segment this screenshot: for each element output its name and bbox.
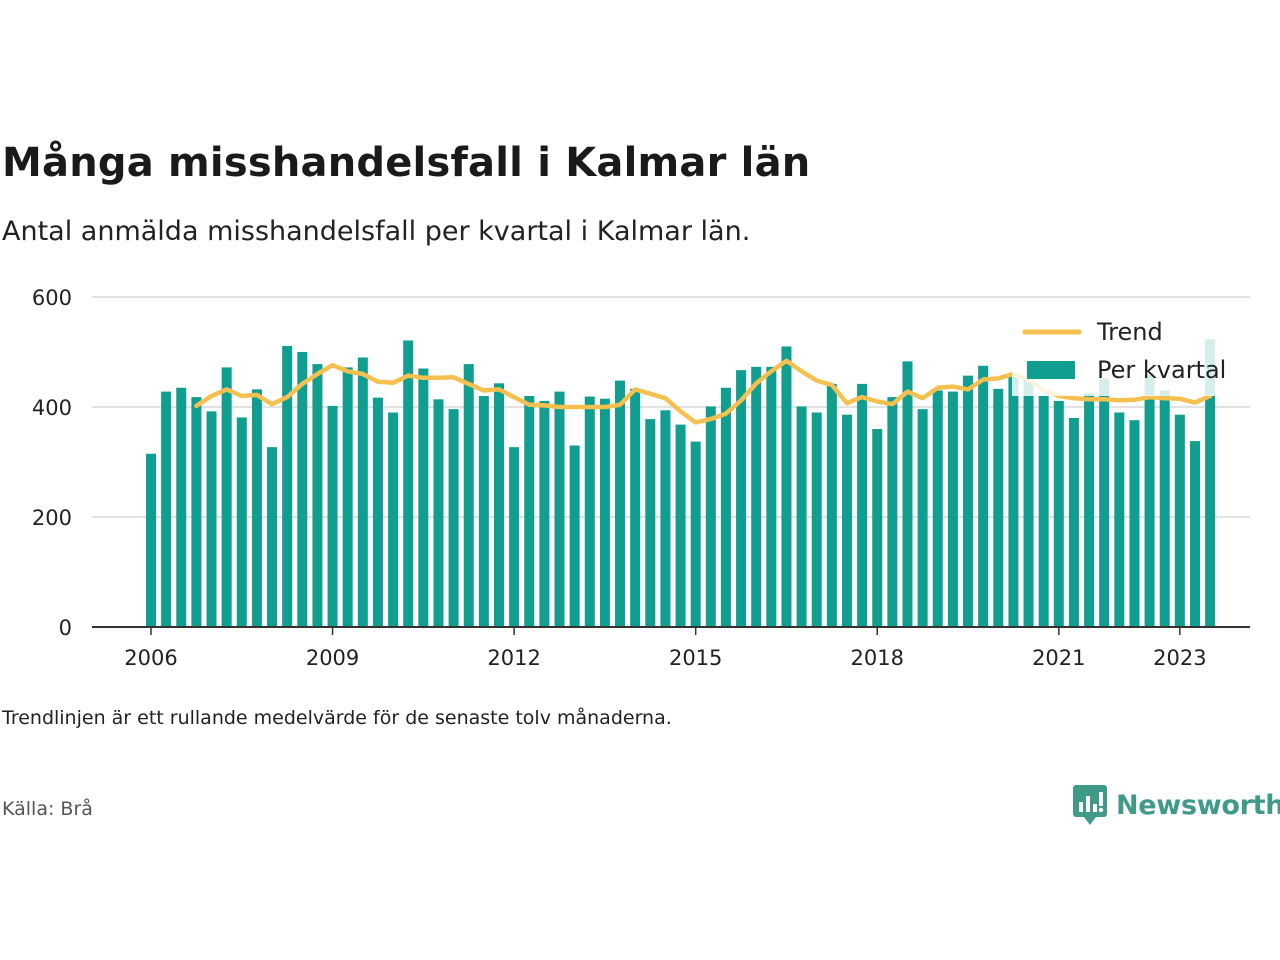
bar (963, 375, 974, 627)
x-tick-label: 2023 (1153, 646, 1206, 670)
bar (887, 397, 898, 627)
bar (1053, 400, 1064, 627)
bar (690, 441, 701, 627)
x-tick-label: 2012 (487, 646, 540, 670)
bar (720, 387, 731, 627)
bar (826, 383, 837, 627)
bar (509, 447, 520, 627)
bars (146, 339, 1216, 627)
bar (1099, 378, 1110, 627)
bar (554, 391, 565, 627)
bar (751, 366, 762, 627)
legend-background (1012, 314, 1236, 396)
bar (872, 429, 883, 627)
bar (645, 419, 656, 627)
x-tick-label: 2015 (669, 646, 722, 670)
bar (615, 380, 626, 627)
x-tick-label: 2006 (124, 646, 177, 670)
bar (493, 383, 504, 627)
bar (403, 340, 414, 627)
chart-note: Trendlinjen är ett rullande medelvärde f… (2, 707, 672, 729)
bar (282, 345, 293, 627)
bar (342, 367, 353, 627)
bar (569, 445, 580, 627)
bar (766, 366, 777, 627)
bar (660, 410, 671, 627)
bar (811, 412, 822, 627)
bar (599, 398, 610, 627)
bar (781, 346, 792, 627)
bar (433, 399, 444, 627)
bar (1205, 339, 1216, 627)
bar (388, 412, 399, 627)
y-tick-label: 400 (32, 396, 72, 420)
bar (705, 406, 716, 627)
bar (736, 370, 747, 627)
x-tick-label: 2021 (1032, 646, 1085, 670)
legend-label: Trend (1096, 318, 1163, 346)
bar (1159, 390, 1170, 627)
bar (917, 409, 928, 627)
bar (1084, 393, 1095, 627)
bar (418, 368, 429, 627)
bar (1174, 414, 1185, 627)
bar (236, 417, 247, 627)
bar (1008, 374, 1019, 627)
bar (978, 365, 989, 627)
bar (297, 352, 308, 627)
chart-subtitle: Antal anmälda misshandelsfall per kvarta… (2, 216, 751, 247)
bar (372, 397, 383, 627)
bar (478, 396, 489, 627)
x-tick-label: 2009 (306, 646, 359, 670)
y-tick-label: 200 (32, 506, 72, 530)
x-tick-label: 2018 (851, 646, 904, 670)
chart-title: Många misshandelsfall i Kalmar län (2, 140, 811, 186)
bar (539, 400, 550, 627)
bar (176, 387, 187, 627)
bar (993, 388, 1004, 627)
y-tick-label: 600 (32, 286, 72, 310)
legend: Trend Per kvartal (1012, 314, 1236, 396)
bar (841, 414, 852, 627)
axes: 2006 2009 2012 2015 2018 2021 2023 (92, 626, 1250, 670)
bar (902, 361, 913, 627)
bar (1144, 375, 1155, 627)
bar (796, 406, 807, 627)
bar (206, 411, 217, 627)
y-tick-label: 0 (59, 616, 72, 640)
bar (1189, 441, 1200, 627)
bar (146, 453, 156, 627)
bar (251, 389, 262, 627)
bar (947, 391, 958, 627)
legend-bar-swatch (1027, 361, 1075, 379)
bar (161, 391, 172, 627)
bar (267, 447, 278, 627)
bar (675, 424, 686, 627)
source-label: Källa: Brå (2, 798, 93, 820)
newsworthy-logo-icon (1073, 785, 1107, 825)
bar (1129, 420, 1140, 627)
bar (584, 396, 595, 627)
bar (357, 357, 368, 627)
bar (932, 390, 943, 627)
bar (1038, 396, 1049, 627)
bar (1114, 412, 1125, 627)
bar (312, 364, 323, 627)
bar (463, 364, 474, 627)
brand-name: Newsworthy (1116, 789, 1280, 821)
bar (1023, 378, 1034, 627)
bar (327, 405, 338, 627)
bar (221, 367, 232, 627)
bar (1068, 418, 1079, 627)
bar (630, 388, 641, 627)
newsworthy-logo: Newsworthy (1072, 784, 1280, 826)
bar (524, 396, 535, 627)
bar (857, 383, 868, 627)
bar (191, 397, 202, 627)
bar (448, 409, 459, 627)
legend-label: Per kvartal (1097, 356, 1226, 384)
